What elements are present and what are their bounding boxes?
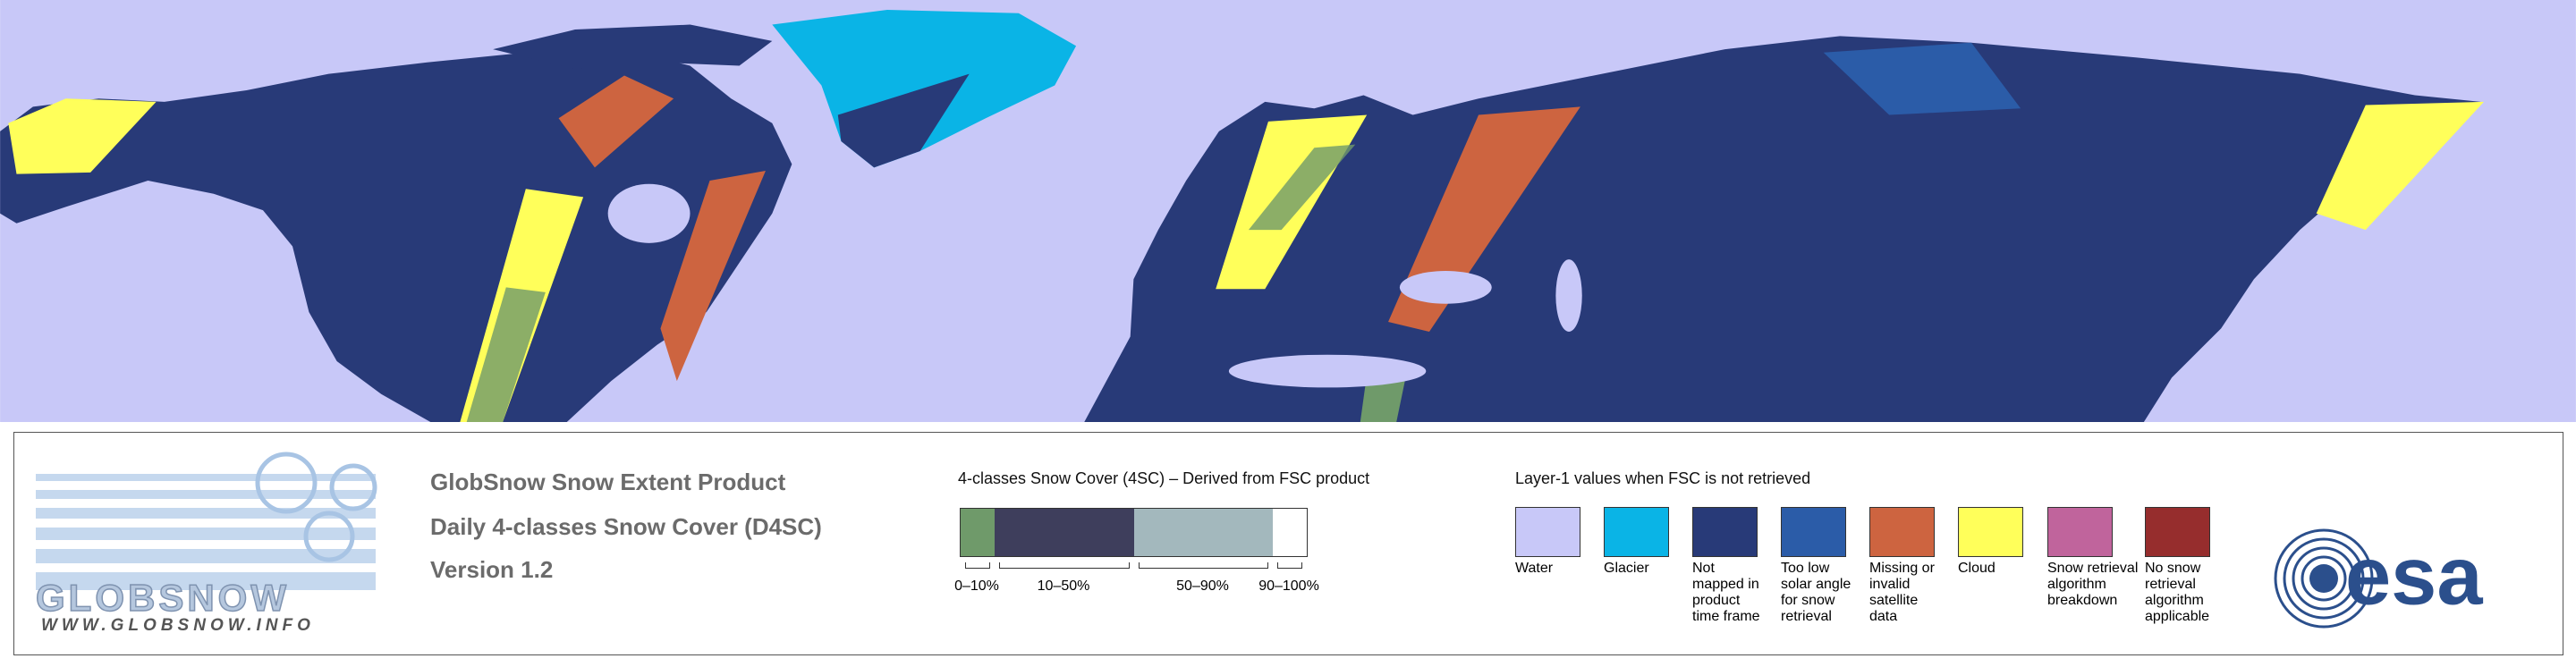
snow-bar — [960, 508, 1308, 557]
layer1-label: Missing or invalid satellite data — [1869, 561, 1935, 624]
swath-europe-snow — [1248, 144, 1356, 231]
swath-east-missing — [660, 171, 766, 382]
greenland-south — [837, 73, 970, 168]
class-bracket — [999, 562, 1130, 569]
layer1-label: Too low solar angle for snow retrieval — [1781, 561, 1852, 624]
arctic-islands — [493, 24, 773, 70]
layer1-swatch — [1781, 507, 1846, 557]
mediterranean — [1228, 354, 1427, 388]
caspian-sea — [1555, 259, 1582, 332]
snow-class-swatch — [1134, 509, 1273, 556]
layer1-label: No snow retrieval algorithm applicable — [2145, 561, 2210, 624]
layer1-swatch — [1604, 507, 1669, 557]
hudson-bay — [607, 183, 691, 243]
layer1-swatch — [2145, 507, 2210, 557]
product-version: Version 1.2 — [430, 556, 554, 583]
swath-alaska — [8, 98, 157, 174]
class-label: 10–50% — [1037, 578, 1090, 594]
snow-legend-title: 4-classes Snow Cover (4SC) – Derived fro… — [958, 469, 1370, 487]
class-bracket — [1277, 562, 1302, 569]
class-label: 90–100% — [1258, 578, 1319, 594]
product-subtitle: Daily 4-classes Snow Cover (D4SC) — [430, 513, 822, 540]
logo-name: GLOBSNOW — [36, 577, 290, 619]
snow-class-swatch — [995, 509, 1134, 556]
russia-low-sun — [1823, 42, 2021, 115]
legend-box — [13, 432, 2563, 655]
layer1-label: Water — [1515, 561, 1554, 576]
map — [0, 0, 2576, 422]
logo-url: WWW.GLOBSNOW.INFO — [41, 616, 315, 635]
class-label: 0–10% — [954, 578, 999, 594]
esa-logo: esa — [2274, 528, 2483, 629]
layer1-swatch — [1958, 507, 2023, 557]
esa-wordmark: esa — [2345, 530, 2483, 621]
layer1-swatch — [1515, 507, 1580, 557]
class-label: 50–90% — [1176, 578, 1229, 594]
swath-canada-missing — [558, 75, 674, 168]
product-title: GlobSnow Snow Extent Product — [430, 469, 786, 495]
swath-kamchatka — [2316, 101, 2485, 231]
layer1-swatch — [1869, 507, 1935, 557]
class-bracket — [1139, 562, 1268, 569]
globsnow-logo: GLOBSNOW WWW.GLOBSNOW.INFO — [36, 452, 377, 635]
black-sea — [1399, 271, 1492, 304]
layer1-label: Glacier — [1604, 561, 1649, 576]
layer1-label: Cloud — [1958, 561, 1996, 576]
layer1-swatch — [1692, 507, 1758, 557]
layer1-label: Snow retrieval algorithm breakdown — [2047, 561, 2139, 608]
snow-class-swatch — [961, 509, 995, 556]
layer1-label: Not mapped in product time frame — [1692, 561, 1760, 624]
snow-class-swatch — [1273, 509, 1307, 556]
layer1-swatch — [2047, 507, 2113, 557]
layer1-legend-title: Layer-1 values when FSC is not retrieved — [1515, 469, 1811, 487]
class-bracket — [965, 562, 990, 569]
swath-africa — [1360, 374, 1407, 422]
swath-america-snow — [466, 287, 546, 422]
